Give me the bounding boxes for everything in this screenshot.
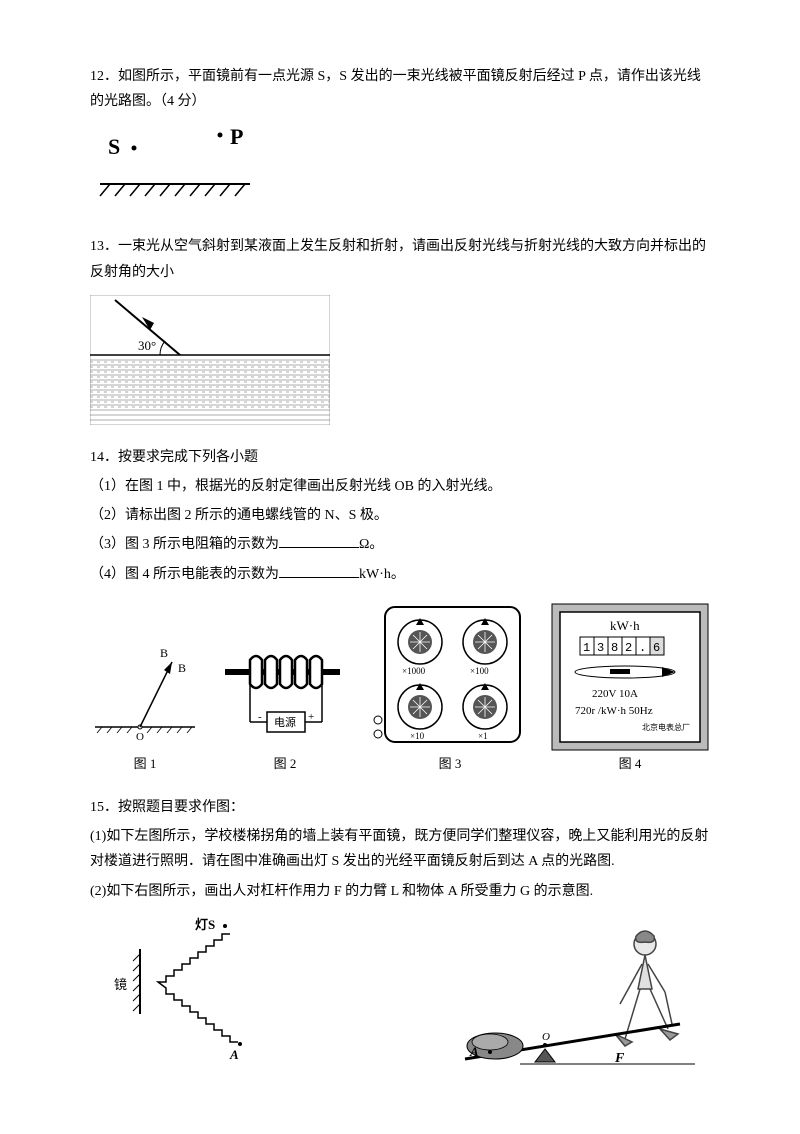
svg-text:3: 3 bbox=[597, 641, 604, 655]
q14-figures: O B B 图 1 电源 - + 图 2 ×1000 ×100 × bbox=[90, 602, 710, 775]
q13-figure: 30° bbox=[90, 295, 710, 425]
q14-sub4: （4）图 4 所示电能表的示数为kW·h。 bbox=[90, 562, 710, 587]
svg-text:720r /kW·h 50Hz: 720r /kW·h 50Hz bbox=[575, 705, 653, 717]
question-14: 14．按要求完成下列各小题 （1）在图 1 中，根据光的反射定律画出反射光线 O… bbox=[90, 445, 710, 775]
figure-2: 电源 - + 图 2 bbox=[220, 632, 350, 775]
svg-text:电源: 电源 bbox=[274, 715, 296, 729]
svg-text:8: 8 bbox=[611, 641, 618, 655]
q13-text: 13．一束光从空气斜射到某液面上发生反射和折射，请画出反射光线与折射光线的大致方… bbox=[90, 234, 710, 284]
q15-sub1: (1)如下左图所示，学校楼梯拐角的墙上装有平面镜，既方便同学们整理仪容，晚上又能… bbox=[90, 824, 710, 874]
blank-resistance bbox=[279, 533, 359, 548]
label-p: P bbox=[230, 124, 243, 149]
svg-text:+: + bbox=[308, 711, 314, 723]
svg-text:kW·h: kW·h bbox=[610, 618, 640, 633]
question-15: 15．按照题目要求作图： (1)如下左图所示，学校楼梯拐角的墙上装有平面镜，既方… bbox=[90, 795, 710, 1074]
svg-text:O: O bbox=[136, 731, 144, 743]
q14-title: 14．按要求完成下列各小题 bbox=[90, 445, 710, 470]
svg-text:-: - bbox=[258, 711, 262, 723]
svg-text:×1: ×1 bbox=[478, 731, 488, 741]
label-s: S bbox=[108, 134, 120, 159]
svg-text:B: B bbox=[178, 661, 186, 675]
angle-label: 30° bbox=[138, 338, 156, 353]
question-12: 12．如图所示，平面镜前有一点光源 S，S 发出的一束光线被平面镜反射后经过 P… bbox=[90, 64, 710, 214]
svg-text:灯S: 灯S bbox=[195, 917, 215, 932]
q15-sub2: (2)如下右图所示，画出人对杠杆作用力 F 的力臂 L 和物体 A 所受重力 G… bbox=[90, 879, 710, 904]
q14-sub2: （2）请标出图 2 所示的通电螺线管的 N、S 极。 bbox=[90, 503, 710, 528]
svg-text:220V 10A: 220V 10A bbox=[592, 688, 638, 700]
svg-text:A: A bbox=[469, 1044, 479, 1059]
svg-text:B: B bbox=[160, 646, 168, 660]
figure-4: kW·h 1 3 8 2 . 6 220V 10A 720r /kW·h 50H… bbox=[550, 602, 710, 775]
svg-text:北京电表总厂: 北京电表总厂 bbox=[642, 722, 690, 732]
q14-sub1: （1）在图 1 中，根据光的反射定律画出反射光线 OB 的入射光线。 bbox=[90, 474, 710, 499]
q12-text: 12．如图所示，平面镜前有一点光源 S，S 发出的一束光线被平面镜反射后经过 P… bbox=[90, 64, 710, 114]
svg-text:1: 1 bbox=[583, 641, 590, 655]
svg-text:×100: ×100 bbox=[470, 666, 489, 676]
svg-text:镜: 镜 bbox=[114, 977, 127, 992]
q15-figure-right: A O F bbox=[450, 914, 710, 1074]
q15-title: 15．按照题目要求作图： bbox=[90, 795, 710, 820]
svg-text:F: F bbox=[614, 1051, 625, 1066]
blank-energy bbox=[279, 563, 359, 578]
svg-text:A: A bbox=[229, 1047, 239, 1062]
svg-text:2: 2 bbox=[625, 641, 632, 655]
svg-text:O: O bbox=[542, 1031, 550, 1043]
svg-text:6: 6 bbox=[653, 641, 660, 655]
figure-1: O B B 图 1 bbox=[90, 632, 200, 775]
svg-text:.: . bbox=[639, 641, 646, 655]
svg-text:×10: ×10 bbox=[410, 731, 425, 741]
svg-text:×1000: ×1000 bbox=[402, 666, 426, 676]
q15-figure-left: 灯S 镜 A bbox=[90, 914, 300, 1074]
q14-sub3: （3）图 3 所示电阻箱的示数为Ω。 bbox=[90, 532, 710, 557]
q12-figure: S P bbox=[90, 124, 710, 214]
question-13: 13．一束光从空气斜射到某液面上发生反射和折射，请画出反射光线与折射光线的大致方… bbox=[90, 234, 710, 424]
figure-3: ×1000 ×100 ×10 ×1 图 3 bbox=[370, 602, 530, 775]
